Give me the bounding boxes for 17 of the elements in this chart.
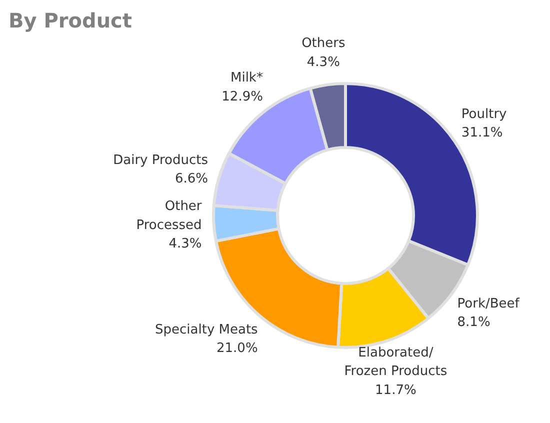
data-label: 4.3% [168,236,202,252]
data-label: 31.1% [461,126,503,141]
slice-label: Dairy Products [113,152,208,168]
slice-label: Others [302,36,346,52]
data-label: 8.1% [457,315,490,330]
data-label: 6.6% [174,172,208,187]
data-label: 12.9% [222,89,263,104]
data-label: 11.7% [375,382,416,398]
slice-label: Milk* [230,70,264,86]
slice-label: Specialty Meats [155,322,258,338]
data-label: 4.3% [306,54,340,70]
slice-label: Elaborated/ Frozen Products [344,345,448,380]
slice-label: Pork/Beef [457,296,520,312]
data-label: 21.0% [216,341,258,356]
chart-title: By Product [8,8,132,32]
slice-label: Other Processed [136,199,202,233]
slice-label: Poultry [461,106,508,122]
